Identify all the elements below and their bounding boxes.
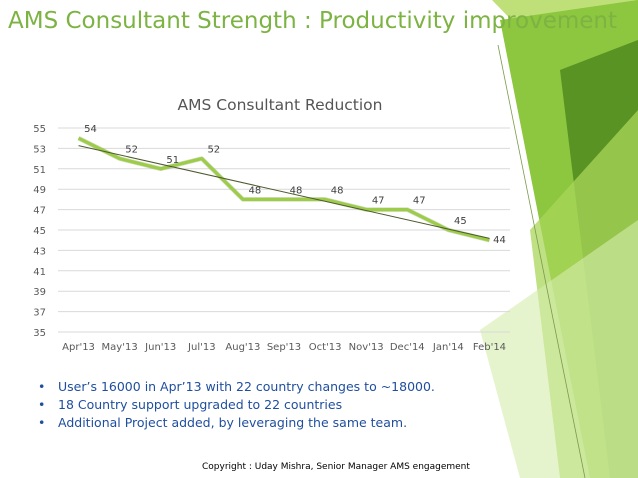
x-tick-label: May'13 xyxy=(102,342,138,353)
data-label: 45 xyxy=(454,216,467,227)
y-tick-label: 47 xyxy=(33,206,46,217)
bullet-item: 18 Country support upgraded to 22 countr… xyxy=(30,396,435,414)
data-label: 52 xyxy=(207,145,220,156)
y-tick-label: 39 xyxy=(33,287,46,298)
data-label: 44 xyxy=(493,235,506,246)
bullet-list: User’s 16000 in Apr’13 with 22 country c… xyxy=(30,378,435,432)
x-tick-label: Apr'13 xyxy=(62,342,95,353)
chart-title: AMS Consultant Reduction xyxy=(178,96,383,114)
x-tick-label: Nov'13 xyxy=(349,342,384,353)
x-tick-label: Dec'14 xyxy=(390,342,425,353)
data-label: 52 xyxy=(125,145,138,156)
x-tick-label: Aug'13 xyxy=(225,342,260,353)
x-tick-label: Jun'13 xyxy=(144,342,176,353)
trendline xyxy=(78,145,490,239)
x-tick-label: Oct'13 xyxy=(309,342,342,353)
y-tick-label: 49 xyxy=(33,185,46,196)
decor-thin-line xyxy=(497,44,586,478)
bullet-item: User’s 16000 in Apr’13 with 22 country c… xyxy=(30,378,435,396)
y-tick-label: 37 xyxy=(33,308,46,319)
data-label: 51 xyxy=(166,155,179,166)
series-line xyxy=(77,136,490,242)
x-tick-label: Feb'14 xyxy=(473,342,506,353)
grid xyxy=(58,127,510,333)
y-axis: 35 37 39 41 43 45 47 49 51 53 55 xyxy=(33,124,46,339)
data-label: 48 xyxy=(249,185,262,196)
slide-title: AMS Consultant Strength : Productivity i… xyxy=(8,8,618,34)
y-tick-label: 51 xyxy=(33,165,46,176)
y-tick-label: 43 xyxy=(33,246,46,257)
y-tick-label: 55 xyxy=(33,124,46,135)
x-axis: Apr'13 May'13 Jun'13 Jul'13 Aug'13 Sep'13 Oct'… xyxy=(62,342,506,353)
bullet-item: Additional Project added, by leveraging … xyxy=(30,414,435,432)
data-label: 54 xyxy=(84,124,97,135)
data-label: 47 xyxy=(413,196,426,207)
copyright-text: Copyright : Uday Mishra, Senior Manager … xyxy=(202,462,470,472)
y-tick-label: 35 xyxy=(33,328,46,339)
y-tick-label: 45 xyxy=(33,226,46,237)
data-label: 47 xyxy=(372,196,385,207)
x-tick-label: Jul'13 xyxy=(187,342,216,353)
data-label: 48 xyxy=(290,185,303,196)
data-labels: 54 52 51 52 48 48 48 47 47 45 44 xyxy=(84,124,506,246)
x-tick-label: Sep'13 xyxy=(267,342,301,353)
x-tick-label: Jan'14 xyxy=(432,342,464,353)
data-label: 48 xyxy=(331,185,344,196)
y-tick-label: 53 xyxy=(33,144,46,155)
y-tick-label: 41 xyxy=(33,267,46,278)
series-group xyxy=(77,136,490,243)
